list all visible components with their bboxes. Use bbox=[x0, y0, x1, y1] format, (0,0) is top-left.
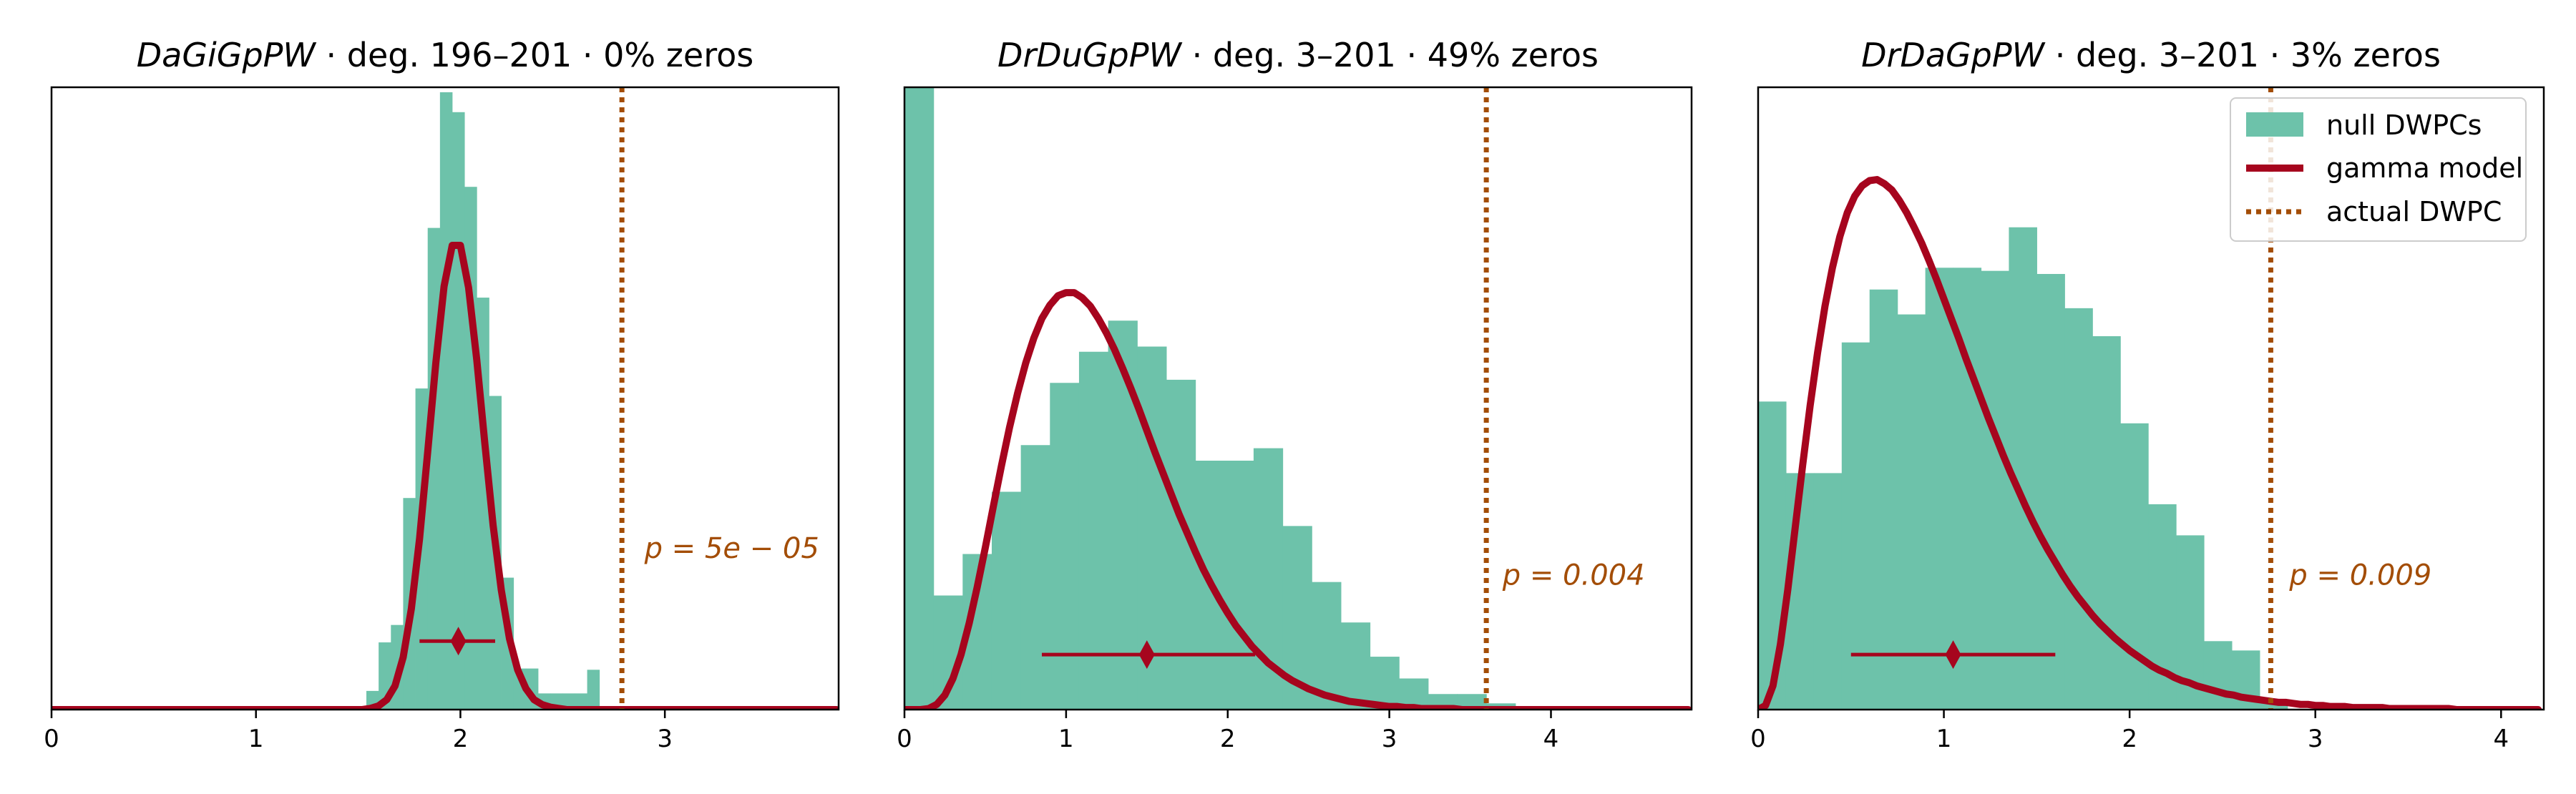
histogram-bar bbox=[2203, 641, 2233, 710]
histogram-bar bbox=[1869, 289, 1898, 710]
histogram-bar bbox=[1925, 268, 1954, 710]
metapath-name: DrDaGpPW bbox=[1861, 36, 2046, 74]
plot-area bbox=[1758, 87, 2542, 710]
mean-diamond-marker bbox=[1138, 640, 1155, 670]
histogram-bar bbox=[1108, 320, 1138, 710]
x-tick-label: 1 bbox=[248, 725, 264, 753]
x-tick-label: 0 bbox=[897, 725, 912, 753]
histogram-bar bbox=[2064, 308, 2093, 710]
panel-title: DrDuGpPW · deg. 3–201 · 49% zeros bbox=[997, 36, 1599, 74]
title-details: · deg. 3–201 · 49% zeros bbox=[1181, 36, 1599, 74]
p-value-label: p = 0.004 bbox=[1502, 559, 1645, 592]
metapath-name: DrDuGpPW bbox=[997, 36, 1182, 74]
histogram-bar bbox=[991, 491, 1022, 710]
x-tick-label: 0 bbox=[44, 725, 59, 753]
p-value-label: p = 5e − 05 bbox=[644, 532, 819, 565]
title-details: · deg. 3–201 · 3% zeros bbox=[2044, 36, 2441, 74]
gamma-curve bbox=[904, 289, 1692, 710]
histogram-bar bbox=[1224, 461, 1254, 710]
legend-label: gamma model bbox=[2326, 152, 2523, 184]
histogram-bar bbox=[2036, 274, 2065, 710]
legend-label: actual DWPC bbox=[2326, 196, 2502, 227]
panel-title: DaGiGpPW · deg. 196–201 · 0% zeros bbox=[137, 36, 753, 74]
histogram-bar bbox=[1050, 383, 1080, 710]
histogram-bar bbox=[1457, 694, 1487, 710]
histogram-bar bbox=[1897, 314, 1926, 710]
histogram-bar bbox=[2120, 423, 2149, 710]
panel-2: p = 0.004 0 1 2 3 4 DrDuGpPW · deg. 3–201 · 49… bbox=[897, 36, 1693, 753]
x-tick-label: 1 bbox=[1936, 725, 1952, 753]
axes-frame bbox=[50, 86, 840, 711]
axes-frame bbox=[903, 86, 1693, 711]
x-tick-label: 0 bbox=[1750, 725, 1766, 753]
histogram-bar bbox=[587, 670, 600, 710]
histogram-bar bbox=[2092, 336, 2121, 710]
legend-swatch-null bbox=[2246, 112, 2303, 137]
x-tick-label: 3 bbox=[1382, 725, 1397, 753]
histogram-bar bbox=[2009, 227, 2037, 710]
x-tick-label: 1 bbox=[1058, 725, 1074, 753]
histogram-bar bbox=[904, 87, 935, 710]
histogram-bar bbox=[575, 693, 587, 710]
mean-diamond-marker bbox=[450, 627, 467, 656]
x-tick-label: 4 bbox=[1543, 725, 1559, 753]
histogram-bar bbox=[1758, 401, 1787, 710]
histogram-bar bbox=[1020, 445, 1050, 710]
x-tick-label: 2 bbox=[2122, 725, 2137, 753]
histogram-bar bbox=[1981, 270, 2010, 710]
legend-label: null DWPCs bbox=[2326, 109, 2482, 141]
x-tick-label: 4 bbox=[2493, 725, 2509, 753]
histogram-bar bbox=[2259, 703, 2288, 710]
histogram-bar bbox=[1340, 622, 1371, 710]
x-tick-label: 2 bbox=[453, 725, 469, 753]
x-tick-label: 3 bbox=[657, 725, 673, 753]
mean-diamond-marker bbox=[1945, 640, 1961, 670]
x-tick-label: 3 bbox=[2308, 725, 2323, 753]
histogram-bar bbox=[1370, 657, 1400, 710]
plot-area bbox=[904, 87, 1692, 710]
axes-frame bbox=[1757, 86, 2545, 711]
legend: null DWPCs gamma model actual DWPC bbox=[2230, 97, 2527, 242]
panel-3: p = 0.009 0 1 2 3 4 DrDaGpPW · deg. 3–201 · 3%… bbox=[1750, 36, 2545, 753]
gamma-curve bbox=[52, 241, 839, 710]
histogram-bar bbox=[1813, 473, 1843, 710]
p-value-label: p = 0.009 bbox=[2288, 559, 2431, 592]
gamma-curve bbox=[1758, 176, 2542, 710]
x-tick-label: 2 bbox=[1220, 725, 1236, 753]
panel-1: p = 5e − 05 0 1 2 3 DaGiGpPW · deg. 196–201 ·… bbox=[44, 36, 840, 753]
histogram-bar bbox=[439, 92, 453, 710]
histogram-bar bbox=[562, 693, 575, 710]
metapath-name: DaGiGpPW bbox=[137, 36, 317, 74]
histogram-bar bbox=[452, 112, 465, 710]
legend-box bbox=[2230, 97, 2527, 242]
panel-title: DrDaGpPW · deg. 3–201 · 3% zeros bbox=[1861, 36, 2441, 74]
title-details: · deg. 196–201 · 0% zeros bbox=[316, 36, 753, 74]
histogram-bar bbox=[1841, 342, 1870, 710]
histogram-bar bbox=[1078, 351, 1109, 710]
plot-area bbox=[52, 87, 839, 710]
